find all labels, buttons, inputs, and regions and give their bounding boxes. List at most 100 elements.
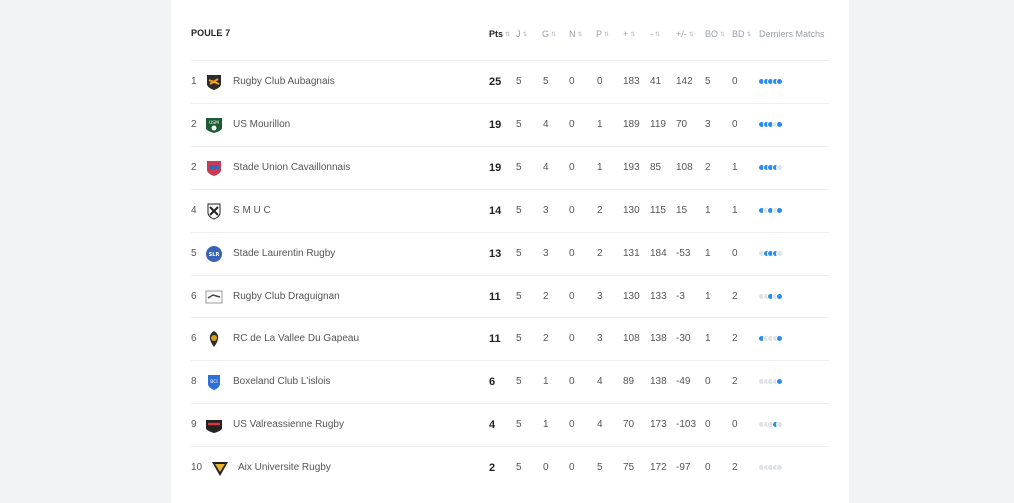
- col-header-form: Derniers Matchs: [759, 29, 825, 39]
- col-header-g[interactable]: G ⇅: [542, 29, 557, 39]
- stat-minus: 133: [650, 291, 667, 302]
- stat-minus: 172: [650, 462, 667, 473]
- stat-minus: 41: [650, 76, 662, 87]
- stat-n: 0: [569, 205, 575, 216]
- stat-n: 0: [569, 291, 575, 302]
- sort-icon: ⇅: [505, 32, 511, 38]
- stat-g: 1: [543, 376, 549, 387]
- sort-icon: ⇅: [630, 32, 636, 38]
- table-row[interactable]: 10 Aix Universite Rugby 2 5 0 0 5 75 172 -97 0 2: [171, 447, 849, 489]
- col-header-plus[interactable]: + ⇅: [623, 29, 636, 39]
- stat-j: 5: [516, 248, 522, 259]
- stat-bd: 0: [732, 248, 738, 259]
- recent-form: [758, 293, 784, 301]
- stat-g: 5: [543, 76, 549, 87]
- standings-card: POULE 7 Pts ⇅ J ⇅ G ⇅ N ⇅ P ⇅ + ⇅ - ⇅ +/- ⇅ BO ⇅ …: [171, 0, 849, 503]
- stat-p: 4: [597, 419, 603, 430]
- table-row[interactable]: 1 Rugby Club Aubagnais 25 5 5 0 0 183 41 142 5 0: [171, 61, 849, 103]
- team-name[interactable]: Aix Universite Rugby: [238, 462, 331, 473]
- stat-plus: 89: [623, 376, 635, 387]
- stat-plus: 189: [623, 119, 640, 130]
- recent-form: [758, 378, 784, 386]
- team-name[interactable]: Rugby Club Draguignan: [233, 291, 340, 302]
- col-header-pts[interactable]: Pts ⇅: [489, 29, 511, 39]
- team-name[interactable]: RC de La Vallee Du Gapeau: [233, 333, 360, 344]
- row-divider: [191, 317, 829, 318]
- stat-diff: 108: [676, 162, 693, 173]
- points: 2: [489, 462, 496, 474]
- valreas-logo: [205, 416, 223, 434]
- stat-bd: 2: [732, 462, 738, 473]
- stat-minus: 184: [650, 248, 667, 259]
- col-header-bo[interactable]: BO ⇅: [705, 29, 726, 39]
- table-row[interactable]: 2 USM US Mourillon 19 5 4 0 1 189 119 70 3 0: [171, 104, 849, 146]
- cavaillon-logo: [205, 159, 223, 177]
- col-header-j[interactable]: J ⇅: [516, 29, 528, 39]
- stat-diff: -53: [676, 248, 691, 259]
- row-divider: [191, 60, 829, 61]
- aix-logo: [211, 459, 229, 477]
- stat-diff: -103: [676, 419, 697, 430]
- recent-form: [758, 464, 784, 472]
- sort-icon: ⇅: [604, 32, 610, 38]
- stat-bd: 0: [732, 419, 738, 430]
- stat-g: 2: [543, 291, 549, 302]
- smuc-logo: [205, 202, 223, 220]
- stat-j: 5: [516, 333, 522, 344]
- sort-icon: ⇅: [688, 32, 694, 38]
- stat-minus: 173: [650, 419, 667, 430]
- stat-diff: -97: [676, 462, 691, 473]
- col-header-minus[interactable]: - ⇅: [650, 29, 661, 39]
- stat-j: 5: [516, 462, 522, 473]
- stat-minus: 115: [650, 205, 666, 216]
- team-name[interactable]: Stade Union Cavaillonnais: [233, 162, 351, 173]
- points: 11: [489, 333, 501, 345]
- stat-j: 5: [516, 162, 522, 173]
- team-name[interactable]: US Mourillon: [233, 119, 291, 130]
- form-loss-dot: [776, 250, 783, 257]
- team-name[interactable]: S M U C: [233, 205, 271, 216]
- stat-p: 5: [597, 462, 603, 473]
- table-row[interactable]: 2 Stade Union Cavaillonnais 19 5 4 0 1 193 85 108…: [171, 147, 849, 189]
- rank: 9: [191, 419, 197, 430]
- stat-g: 3: [543, 248, 549, 259]
- team-name[interactable]: Boxeland Club L'islois: [233, 376, 331, 387]
- rank: 5: [191, 248, 197, 259]
- table-row[interactable]: 8 BCI Boxeland Club L'islois 6 5 1 0 4 89 138 -49 0…: [171, 361, 849, 403]
- stat-plus: 75: [623, 462, 635, 473]
- stat-n: 0: [569, 376, 575, 387]
- stat-n: 0: [569, 462, 575, 473]
- team-name[interactable]: US Valreassienne Rugby: [233, 419, 344, 430]
- stat-bo: 1: [705, 333, 711, 344]
- sort-icon: ⇅: [551, 32, 557, 38]
- sort-icon: ⇅: [655, 32, 661, 38]
- sort-icon: ⇅: [746, 32, 752, 38]
- stat-p: 2: [597, 248, 603, 259]
- stat-g: 1: [543, 419, 549, 430]
- row-divider: [191, 360, 829, 361]
- points: 6: [489, 376, 496, 388]
- table-row[interactable]: 6 RC de La Vallee Du Gapeau 11 5 2 0 3 108 138 -3…: [171, 318, 849, 360]
- col-header-bd[interactable]: BD ⇅: [732, 29, 752, 39]
- form-loss-dot: [776, 464, 783, 471]
- mourillon-logo: USM: [205, 116, 223, 134]
- stat-j: 5: [516, 205, 522, 216]
- col-header-n[interactable]: N ⇅: [569, 29, 583, 39]
- stat-bo: 1: [705, 205, 711, 216]
- col-header-diff[interactable]: +/- ⇅: [676, 29, 694, 39]
- stat-bd: 0: [732, 119, 738, 130]
- stat-diff: -30: [676, 333, 691, 344]
- sort-icon: ⇅: [577, 32, 583, 38]
- table-row[interactable]: 4 S M U C 14 5 3 0 2 130 115 15 1 1: [171, 190, 849, 232]
- laurentin-logo: SLR: [205, 245, 223, 263]
- stat-plus: 130: [623, 205, 640, 216]
- stat-j: 5: [516, 376, 522, 387]
- team-name[interactable]: Rugby Club Aubagnais: [233, 76, 335, 87]
- team-name[interactable]: Stade Laurentin Rugby: [233, 248, 336, 259]
- stat-j: 5: [516, 119, 522, 130]
- table-row[interactable]: 9 US Valreassienne Rugby 4 5 1 0 4 70 173 -103 0 0: [171, 404, 849, 446]
- table-row[interactable]: 5 SLR Stade Laurentin Rugby 13 5 3 0 2 131 184 -53…: [171, 233, 849, 275]
- recent-form: [758, 164, 784, 172]
- table-row[interactable]: 6 Rugby Club Draguignan 11 5 2 0 3 130 133 -3 1 2: [171, 276, 849, 318]
- col-header-p[interactable]: P ⇅: [596, 29, 610, 39]
